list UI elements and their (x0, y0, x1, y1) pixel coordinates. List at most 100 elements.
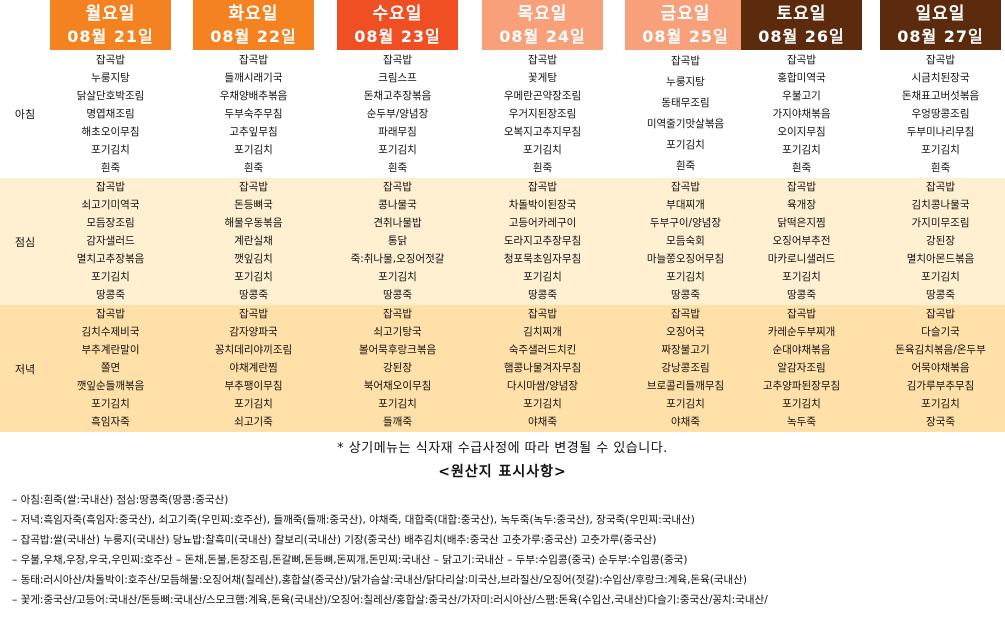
menu-item: 잡곡밥 (671, 55, 700, 67)
menu-item: 흰죽 (791, 161, 812, 174)
day-header: 금요일 08월 25일 (625, 0, 746, 50)
menu-item: 강낭콩조림 (661, 362, 710, 374)
menu-item: 땅콩죽 (96, 288, 125, 301)
menu-change-note: * 상기메뉴는 식자재 수급사정에 따라 변경될 수 있습니다. (337, 441, 668, 456)
menu-item: 야채죽 (528, 415, 557, 428)
origin-line: – 아침:흰죽(쌀:국내산) 점심:땅콩죽(땅콩:중국산) (12, 494, 229, 506)
menu-item: 땅콩죽 (239, 288, 268, 301)
menu-item: 잡곡밥 (383, 308, 412, 321)
meal-label: 아침 (14, 108, 36, 121)
menu-item: 잡곡밥 (96, 308, 125, 321)
day-date: 08월 21일 (67, 27, 154, 46)
menu-item: 고등어카레구이 (508, 217, 577, 230)
menu-item: 쇠고기미역국 (81, 199, 140, 212)
menu-item: 포기김치 (921, 397, 960, 410)
menu-item: 통닭 (387, 235, 408, 247)
menu-item: 강된장 (383, 362, 412, 374)
day-date: 08월 24일 (499, 27, 586, 46)
menu-item: 포기김치 (666, 397, 705, 410)
menu-item: 쇠고기탕국 (373, 326, 422, 339)
meal-band-2 (0, 305, 1005, 432)
meal-label: 저녁 (14, 362, 36, 376)
menu-item: 해초오이무침 (81, 125, 140, 138)
menu-item: 땅콩죽 (671, 288, 700, 301)
menu-item: 누룽지탕 (91, 71, 130, 84)
meal-label: 점심 (14, 235, 36, 249)
menu-item: 포기김치 (91, 143, 130, 156)
day-date: 08월 27일 (897, 27, 984, 46)
day-column: 월요일 08월 21일 잡곡밥 누룽지탕 닭살단호박조림 명엽채조림 해초오이무침 포기김치 흰… (50, 0, 171, 432)
menu-item: 닭살단호박조림 (76, 89, 145, 102)
meal-band-0 (0, 50, 1005, 178)
menu-item: 잡곡밥 (926, 181, 955, 194)
day-header: 수요일 08월 23일 (337, 0, 458, 50)
menu-item: 잡곡밥 (528, 181, 557, 194)
menu-item: 동태무조림 (661, 97, 710, 109)
origin-line: – 저녁:흑임자죽(흑임자:중국산), 쇠고기죽(우민찌:호주산), 들깨죽(들… (12, 514, 695, 526)
day-name: 토요일 (776, 4, 827, 24)
day-name: 월요일 (85, 4, 136, 24)
menu-item: 북어채오이무침 (363, 379, 432, 392)
day-header: 화요일 08월 22일 (193, 0, 314, 50)
menu-item: 순두부/양념장 (366, 107, 429, 120)
menu-item: 꽃게탕 (528, 71, 557, 84)
day-date: 08월 22일 (210, 27, 297, 46)
menu-item: 잡곡밥 (787, 53, 816, 66)
menu-item: 흑임자죽 (91, 415, 130, 428)
menu-item: 잡곡밥 (383, 181, 412, 194)
menu-item: 우메란곤약장조림 (503, 89, 582, 102)
menu-item: 가지미무조림 (911, 217, 970, 230)
menu-item: 포기김치 (921, 143, 960, 156)
day-date: 08월 23일 (354, 27, 441, 46)
menu-item: 마카로니샐러드 (767, 252, 836, 265)
menu-item: 흰죽 (532, 161, 553, 174)
menu-item: 김치콩나물국 (911, 199, 970, 212)
menu-item: 어묵야채볶음 (911, 362, 970, 374)
menu-item: 포기김치 (523, 143, 562, 156)
menu-item: 야채계란찜 (229, 362, 278, 374)
menu-item: 김가루부추무침 (906, 379, 975, 392)
menu-item: 포기김치 (378, 397, 417, 410)
origin-line: – 꽃게:중국산/고등어:국내산/돈등뼈:국내산/스모크햄:계육,돈육(국내산)… (12, 594, 768, 606)
day-header: 일요일 08월 27일 (880, 0, 1001, 50)
menu-item: 다슬기국 (921, 326, 960, 339)
menu-item: 닭떡은지찜 (777, 217, 826, 230)
day-name: 수요일 (372, 4, 423, 24)
menu-item: 멸치고추장볶음 (76, 252, 145, 265)
menu-item: 카레순두부찌개 (767, 326, 836, 339)
menu-item: 흰죽 (100, 161, 121, 174)
menu-item: 쫄면 (100, 362, 121, 374)
menu-item: 돈등뼈국 (234, 199, 273, 212)
menu-item: 강된장 (926, 235, 955, 247)
day-column: 일요일 08월 27일 잡곡밥 시금치된장국 돈채표고버섯볶음 우엉땅콩조림 두부미나리무침… (880, 0, 1001, 432)
menu-item: 브로콜리들깨무침 (646, 379, 725, 392)
menu-item: 우불고기 (782, 89, 821, 102)
menu-item: 미역줄기맛살볶음 (646, 118, 725, 130)
menu-item: 포기김치 (666, 270, 705, 283)
menu-item: 잡곡밥 (96, 53, 125, 66)
menu-item: 잡곡밥 (926, 308, 955, 321)
menu-item: 돈채표고버섯볶음 (901, 89, 980, 102)
menu-item: 다시마쌈/양념장 (506, 379, 579, 392)
menu-item: 포기김치 (523, 270, 562, 283)
menu-item: 포기김치 (234, 143, 273, 156)
menu-item: 돈채고추장볶음 (363, 89, 432, 102)
menu-item: 오이지무침 (777, 125, 826, 138)
menu-item: 김치찌개 (523, 326, 562, 339)
menu-item: 우거지된장조림 (508, 107, 577, 120)
menu-item: 잡곡밥 (239, 181, 268, 194)
menu-item: 청포묵초임자무침 (503, 252, 582, 265)
menu-item: 볼어묵후랑크볶음 (358, 344, 437, 357)
menu-item: 포기김치 (921, 270, 960, 283)
menu-item: 멸치아몬드볶음 (906, 252, 975, 265)
menu-item: 돈육김치볶음/온두부 (895, 344, 986, 357)
weekly-menu-table: 아침 점심 저녁 월요일 08월 21일 잡곡밥 누룽지탕 닭살단호박조림 명엽채조림 해초오이무… (0, 0, 1005, 432)
menu-item: 잡곡밥 (787, 308, 816, 321)
menu-item: 잡곡밥 (239, 53, 268, 66)
day-column: 금요일 08월 25일 잡곡밥 누룽지탕 동태무조림 미역줄기맛살볶음 포기김치 흰죽 잡곡밥 부… (625, 0, 746, 432)
menu-item: 고추잎무침 (229, 125, 278, 138)
menu-item: 김치수제비국 (81, 326, 140, 339)
menu-item: 깻잎김치 (234, 252, 273, 265)
menu-item: 해물우동볶음 (224, 217, 283, 230)
origin-line: – 잡곡밥:쌀(국내산) 누룽지(국내산) 당뇨밥:찰흑미(국내산) 찰보리(국… (12, 534, 657, 546)
